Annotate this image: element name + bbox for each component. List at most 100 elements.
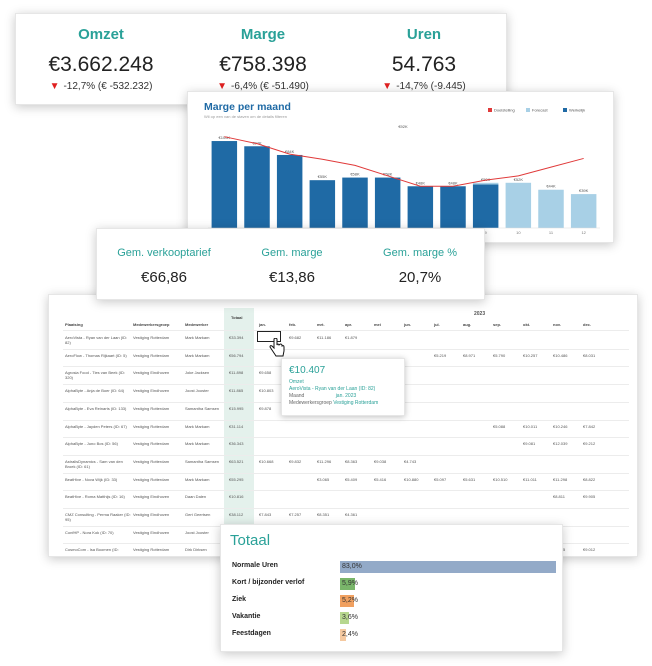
cell-total[interactable]: €11.865 xyxy=(229,388,244,394)
cell-month-value[interactable]: €10.803 xyxy=(259,388,274,394)
header-month[interactable]: nov. xyxy=(553,322,561,327)
cell-month-value[interactable]: €7.842 xyxy=(583,423,596,429)
header-total[interactable]: Totaal xyxy=(231,315,243,320)
cell-month-value[interactable]: €3.065 xyxy=(317,476,330,482)
header-month[interactable]: mrt. xyxy=(317,322,325,327)
cell-total[interactable]: €33.394 xyxy=(229,335,244,340)
cell-plaatsing[interactable]: CosmoCom - Isa Boomen (ID: xyxy=(65,547,119,553)
cell-month-value[interactable]: €4.743 xyxy=(404,458,417,464)
cell-month-value[interactable]: €10.011 xyxy=(523,423,538,429)
kpi-uren[interactable]: Uren 54.763 ▼ -14,7% (-9.445) xyxy=(344,26,504,92)
cell-plaatsing[interactable]: AeroFlow - Thomas Rijkaart (ID: 5) xyxy=(65,352,127,358)
cell-month-value[interactable]: €12.039 xyxy=(553,441,568,447)
header-month[interactable]: sep. xyxy=(493,322,502,327)
cell-month-value[interactable]: €11.011 xyxy=(523,476,537,482)
totaal-bar[interactable] xyxy=(340,578,356,590)
cell-month-value[interactable]: €10.510 xyxy=(493,476,508,482)
cell-month-value[interactable]: €9.212 xyxy=(583,441,596,447)
kpi-value: €758.398 xyxy=(219,53,307,76)
cell-month-value[interactable]: €8.031 xyxy=(583,352,596,358)
cell-month-value[interactable]: €5.631 xyxy=(463,476,476,482)
cell-total[interactable]: €36.343 xyxy=(229,441,244,447)
cell-month-value[interactable]: €11.186 xyxy=(317,335,332,340)
cell-plaatsing[interactable]: AstralisDynamics - Sam van den Broek (ID… xyxy=(65,458,123,469)
cell-plaatsing[interactable]: Agrosia Food - Ties van Beek (ID: 320) xyxy=(65,370,126,381)
header-month[interactable]: feb. xyxy=(289,322,297,327)
cell-month-value[interactable]: €1.879 xyxy=(345,335,358,340)
cell-month-value[interactable]: €9.012 xyxy=(583,547,596,553)
kpi-omzet[interactable]: Omzet €3.662.248 ▼ -12,7% (€ -532.232) xyxy=(21,26,181,92)
totaal-bar[interactable] xyxy=(340,629,347,641)
cell-month-value[interactable]: €5.790 xyxy=(493,352,506,358)
cell-plaatsing[interactable]: AlphaByte - Jayden Peters (ID: 67) xyxy=(65,423,127,429)
header-month[interactable]: jul. xyxy=(434,322,440,327)
cell-month-value[interactable]: €5.219 xyxy=(434,352,447,358)
cell-total[interactable]: €10.816 xyxy=(229,494,244,500)
cell-month-value[interactable]: €9.081 xyxy=(523,441,536,447)
cell-plaatsing[interactable]: AlphaByte - Eva Reinarts (ID: 133) xyxy=(65,405,127,411)
cell-month-value[interactable]: €9.682 xyxy=(289,335,302,340)
cell-plaatsing[interactable]: AlphaByte - Juno Bos (ID: 56) xyxy=(65,441,118,447)
cell-month-value[interactable]: €5.416 xyxy=(374,476,387,482)
cell-total[interactable]: €11.898 xyxy=(229,370,244,376)
cell-plaatsing[interactable]: AlphaByte - Anja de Boer (ID: 64) xyxy=(65,388,125,394)
kpi-delta-text: -6,4% (€ -51.490) xyxy=(231,81,309,92)
avg-value: 20,7% xyxy=(398,269,442,286)
cell-month-value[interactable]: €8.811 xyxy=(553,494,565,500)
cell-month-value[interactable]: €11.298 xyxy=(553,476,568,482)
cell-month-value[interactable]: €9.038 xyxy=(374,458,387,464)
cell-plaatsing[interactable]: BeatHive - Nova Wijk (ID: 33) xyxy=(65,476,118,482)
totaal-bar[interactable] xyxy=(340,595,354,607)
cell-total[interactable]: €55.295 xyxy=(229,476,244,482)
cell-month-value[interactable]: €5.409 xyxy=(345,476,358,482)
forecast-bar xyxy=(570,194,597,228)
cell-month-value[interactable]: €10.246 xyxy=(553,423,568,429)
header-plaatsing[interactable]: Plaatsing xyxy=(65,322,83,327)
cell-month-value[interactable]: €9.878 xyxy=(259,405,272,411)
cell-month-value[interactable]: €4.361 xyxy=(345,512,358,517)
header-month[interactable]: jan. xyxy=(259,322,266,327)
cell-total[interactable]: €31.114 xyxy=(229,423,244,429)
cell-month-value[interactable]: €8.351 xyxy=(317,512,330,517)
cell-plaatsing[interactable]: BeatHive - Roma Matthijs (ID: 16) xyxy=(65,494,125,500)
cell-month-value[interactable]: €11.296 xyxy=(317,458,332,464)
header-month[interactable]: okt. xyxy=(523,322,531,327)
header-employee[interactable]: Medewerker xyxy=(185,322,209,327)
cell-total[interactable]: €15.995 xyxy=(229,405,244,411)
cell-plaatsing[interactable]: AeroVista - Ryan van der Laan (ID: 82) xyxy=(65,335,128,345)
cell-month-value[interactable]: €9.905 xyxy=(583,494,596,500)
cell-month-value[interactable]: €10.668 xyxy=(259,458,274,464)
header-month[interactable]: jun. xyxy=(404,322,412,327)
marge-chart[interactable]: €100K1€94K2€84K3€55K4€58K5€58K6€48K7€48K… xyxy=(188,92,615,244)
header-month[interactable]: aug. xyxy=(463,322,472,327)
cell-month-value[interactable]: €8.822 xyxy=(583,476,596,482)
cell-month-value[interactable]: €7.257 xyxy=(289,512,302,517)
cell-month-value[interactable]: €5.097 xyxy=(434,476,447,482)
cell-month-value[interactable]: €5.088 xyxy=(493,423,506,429)
cell-total[interactable]: €38.112 xyxy=(229,512,244,517)
cell-month-value[interactable]: €10.486 xyxy=(553,352,568,358)
cell-month-value[interactable]: €9.658 xyxy=(259,370,272,376)
bar-value-label: €48K xyxy=(448,180,458,185)
kpi-marge[interactable]: Marge €758.398 ▼ -6,4% (€ -51.490) xyxy=(183,26,343,92)
cell-month-value[interactable]: €7.843 xyxy=(259,512,272,517)
totaal-row-label: Ziek xyxy=(232,596,247,603)
cell-month-value[interactable]: €10.880 xyxy=(404,476,419,482)
cell-total[interactable]: €56.794 xyxy=(229,352,244,358)
selected-cell[interactable] xyxy=(257,331,281,342)
row-divider xyxy=(63,348,629,350)
cell-group: Vestiging Rotterdam xyxy=(133,476,170,482)
cell-month-value[interactable]: €9.832 xyxy=(289,458,302,464)
cell-month-value[interactable]: €10.257 xyxy=(523,352,538,358)
cell-plaatsing[interactable]: ConfHP - Nora Kok (ID: 70) xyxy=(65,529,114,535)
totaal-bar[interactable] xyxy=(340,561,556,573)
header-group[interactable]: Medewerkersgroep xyxy=(133,322,170,327)
totaal-bar[interactable] xyxy=(340,612,350,624)
cell-total[interactable]: €63.521 xyxy=(229,458,244,464)
cell-month-value[interactable]: €8.971 xyxy=(463,352,476,358)
header-month[interactable]: mei xyxy=(374,322,381,327)
cell-plaatsing[interactable]: CMZ Consulting - Perma Raaker (ID: 95) xyxy=(65,512,131,522)
cell-month-value[interactable]: €8.363 xyxy=(345,458,358,464)
header-month[interactable]: dec. xyxy=(583,322,592,327)
header-month[interactable]: apr. xyxy=(345,322,353,327)
